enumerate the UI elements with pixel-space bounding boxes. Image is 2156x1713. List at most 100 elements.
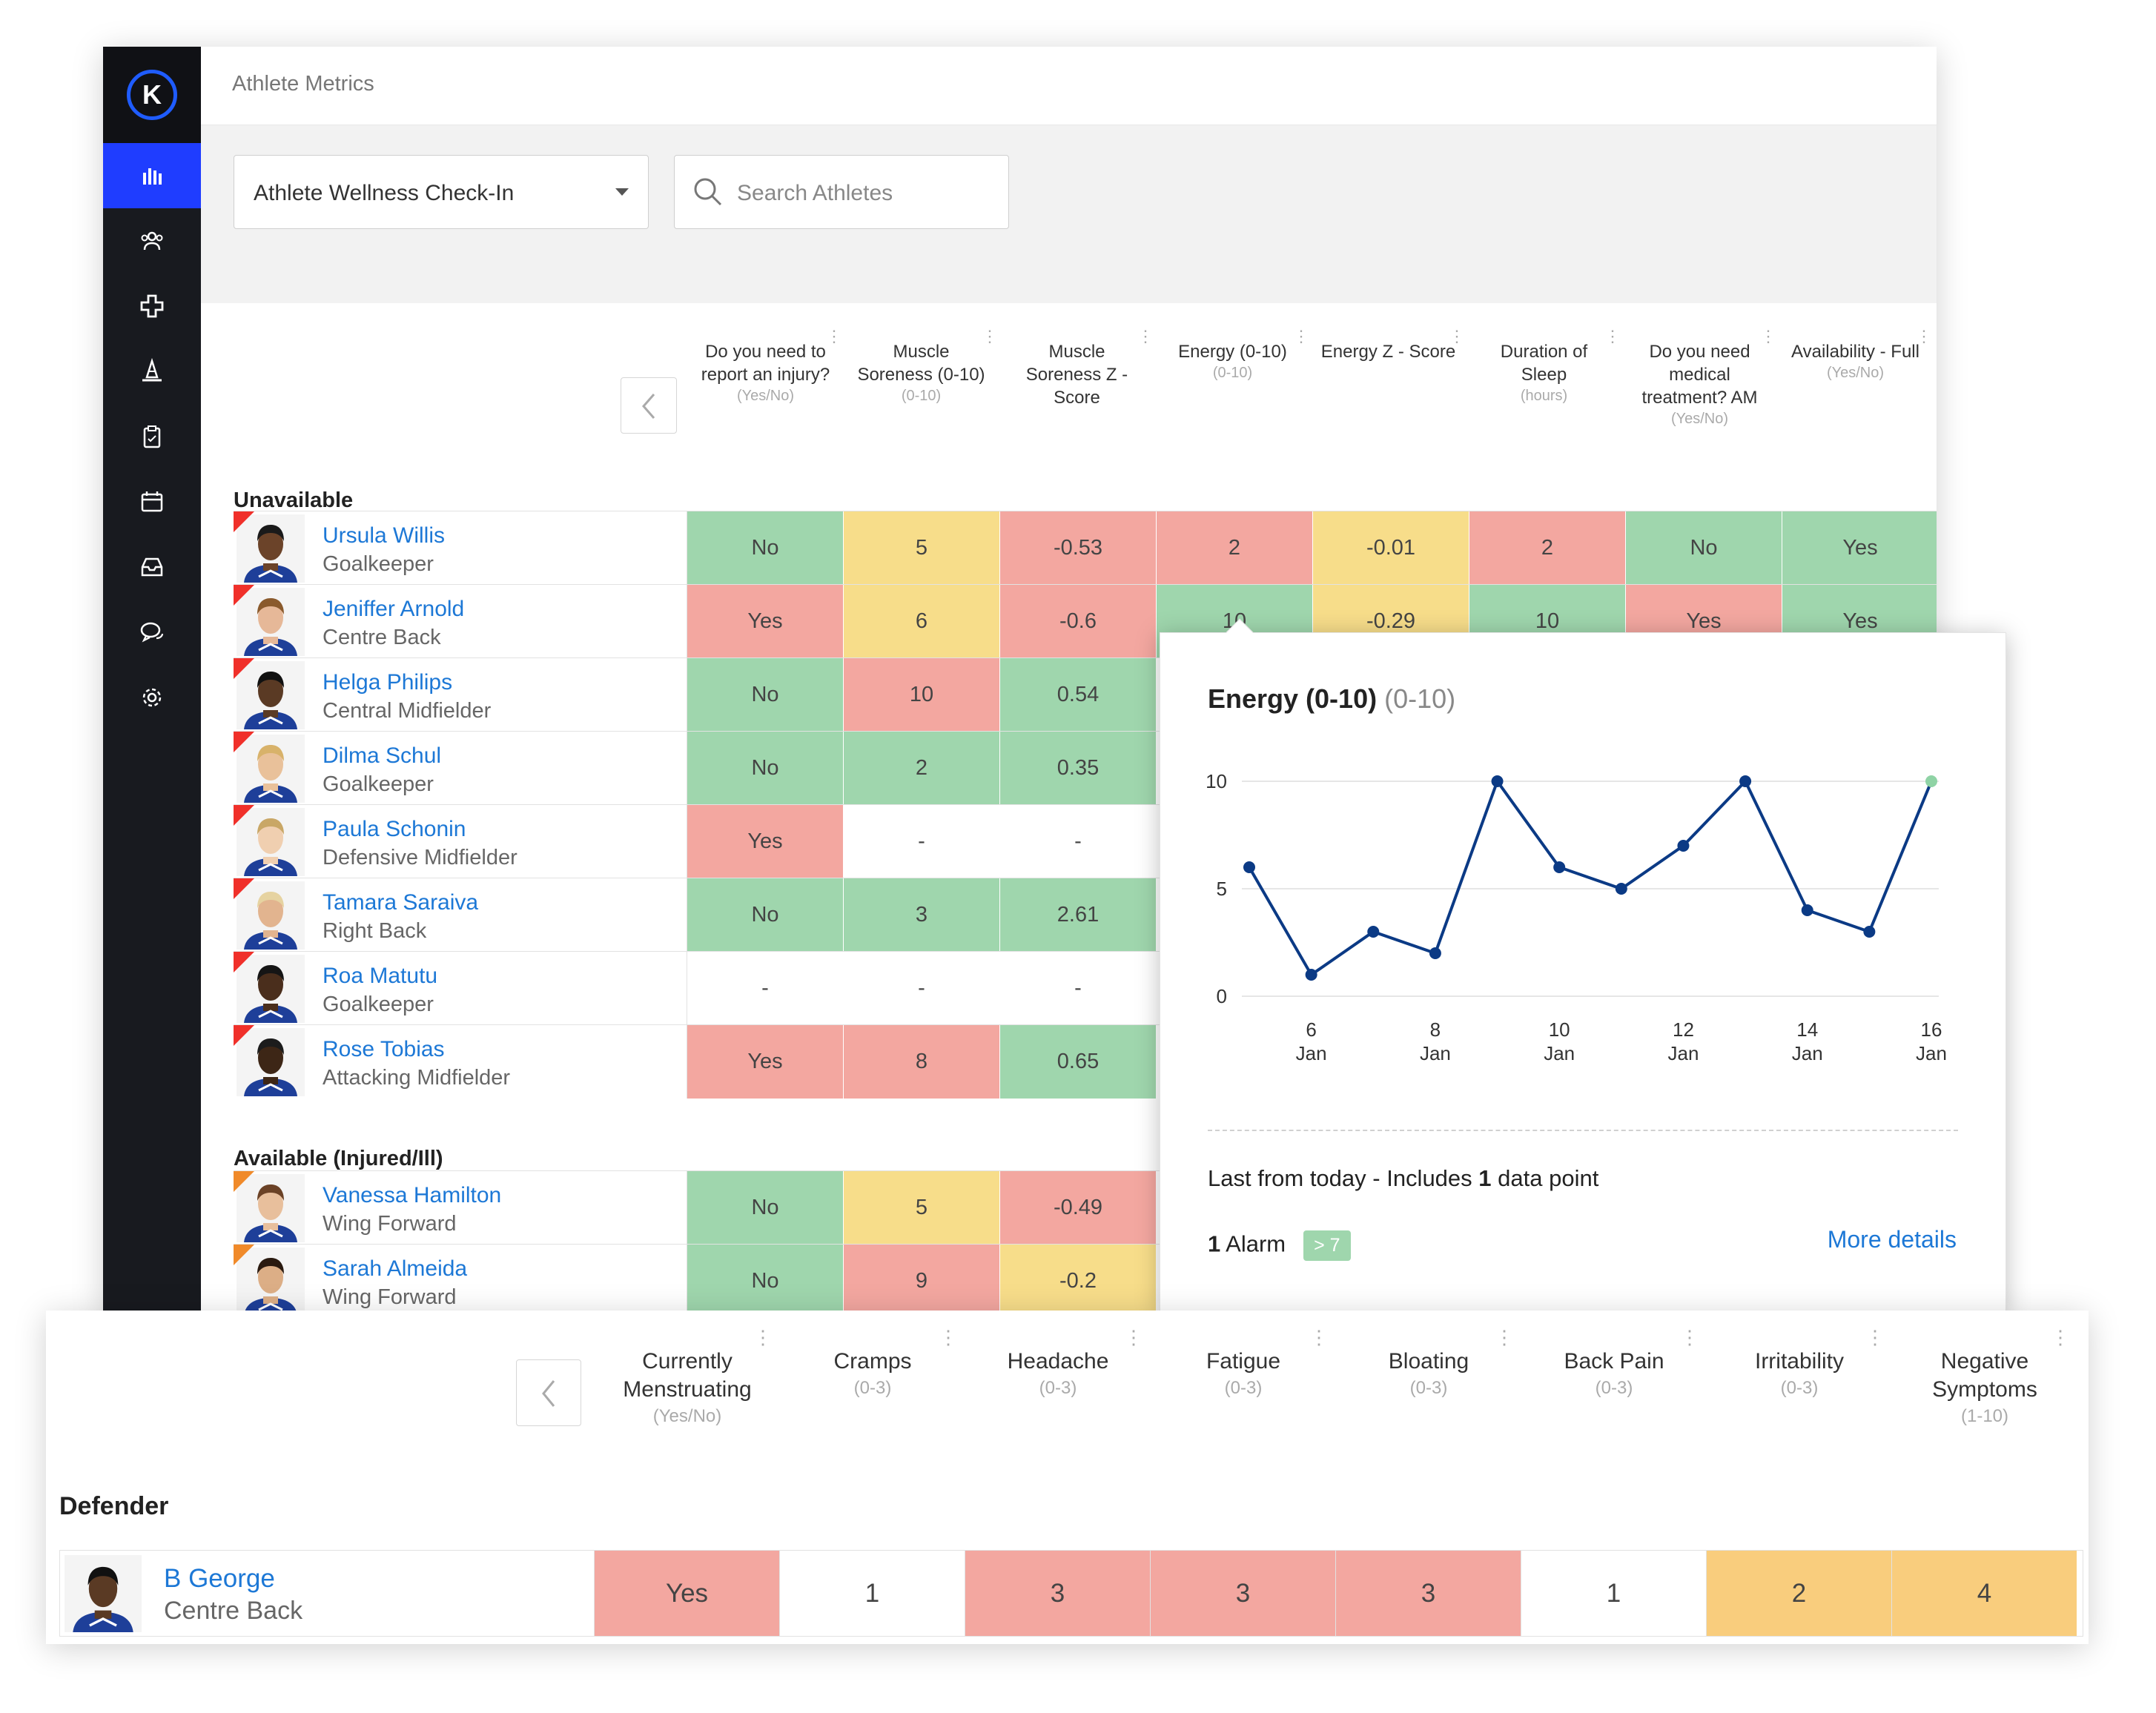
column-menu-icon[interactable]: ⋮ [826, 327, 842, 345]
metric-cell[interactable]: - [844, 952, 999, 1025]
data-point[interactable] [1429, 947, 1441, 959]
column-menu-icon[interactable]: ⋮ [1137, 327, 1154, 345]
table-row[interactable]: Helga Philips Central Midfielder No 10 0.54 [234, 657, 1937, 732]
metric-cell[interactable]: No [687, 1245, 843, 1316]
column-menu-icon[interactable]: ⋮ [1760, 327, 1776, 345]
metric-cell[interactable]: - [687, 952, 843, 1025]
table-row[interactable]: Dilma Schul Goalkeeper No 2 0.35 [234, 731, 1937, 805]
metric-cell[interactable]: 3 [1335, 1551, 1521, 1636]
metric-cell[interactable]: -0.01 [1313, 511, 1469, 585]
metric-cell[interactable]: 1 [779, 1551, 965, 1636]
athlete-name[interactable]: B George [164, 1564, 275, 1593]
column-header[interactable]: Availability - Full (Yes/No) ⋮ [1777, 328, 1934, 382]
column-header[interactable]: Muscle Soreness Z - Score ⋮ [999, 328, 1155, 409]
data-point[interactable] [1491, 775, 1504, 787]
metric-cell[interactable]: No [687, 658, 843, 732]
column-header[interactable]: Bloating (0-3) ⋮ [1336, 1328, 1521, 1401]
column-menu-icon[interactable]: ⋮ [1124, 1326, 1143, 1348]
athlete-name[interactable]: Paula Schonin [323, 817, 466, 841]
column-header[interactable]: Headache (0-3) ⋮ [965, 1328, 1151, 1401]
metric-cell[interactable]: -0.6 [1000, 585, 1156, 658]
sidebar-item-medical-cross[interactable] [103, 274, 201, 339]
sidebar-item-calendar[interactable] [103, 469, 201, 534]
column-menu-icon[interactable]: ⋮ [1495, 1326, 1514, 1348]
table-row[interactable]: Roa Matutu Goalkeeper - - - [234, 951, 1937, 1025]
more-details-link[interactable]: More details [1827, 1226, 1957, 1253]
athlete-cell[interactable]: Ursula Willis Goalkeeper [234, 511, 687, 585]
athlete-cell[interactable]: Roa Matutu Goalkeeper [234, 952, 687, 1025]
metric-cell[interactable]: No [687, 878, 843, 952]
metric-cell[interactable]: Yes [594, 1551, 779, 1636]
athlete-cell[interactable]: Vanessa Hamilton Wing Forward [234, 1171, 687, 1245]
metric-cell[interactable]: Yes [687, 585, 843, 658]
column-header[interactable]: Energy Z - Score ⋮ [1310, 328, 1466, 363]
metric-cell[interactable]: 0.35 [1000, 732, 1156, 805]
sidebar-item-people[interactable] [103, 208, 201, 274]
column-menu-icon[interactable]: ⋮ [753, 1326, 773, 1348]
athlete-name[interactable]: Jeniffer Arnold [323, 597, 465, 621]
column-menu-icon[interactable]: ⋮ [1865, 1326, 1885, 1348]
column-header[interactable]: Do you need to report an injury? (Yes/No)… [687, 328, 844, 405]
athlete-name[interactable]: Roa Matutu [323, 964, 438, 988]
metric-cell[interactable]: 8 [844, 1025, 999, 1099]
sidebar-item-chat[interactable] [103, 600, 201, 665]
athlete-cell[interactable]: Paula Schonin Defensive Midfielder [234, 805, 687, 878]
table-row[interactable]: Paula Schonin Defensive Midfielder Yes - - [234, 804, 1937, 878]
data-point[interactable] [1367, 926, 1380, 938]
column-menu-icon[interactable]: ⋮ [1916, 327, 1932, 345]
metric-cell[interactable]: 10 [844, 658, 999, 732]
metric-cell[interactable]: No [687, 732, 843, 805]
metric-cell[interactable]: 3 [844, 878, 999, 952]
data-point[interactable] [1677, 840, 1690, 852]
metric-cell[interactable]: 4 [1891, 1551, 2077, 1636]
metric-cell[interactable]: 2.61 [1000, 878, 1156, 952]
app-logo[interactable]: K [103, 47, 201, 143]
sidebar-item-clipboard[interactable] [103, 404, 201, 469]
column-menu-icon[interactable]: ⋮ [939, 1326, 958, 1348]
column-header[interactable]: Currently Menstruating (Yes/No) ⋮ [595, 1328, 780, 1429]
column-header[interactable]: Negative Symptoms (1-10) ⋮ [1892, 1328, 2077, 1429]
form-select[interactable]: Athlete Wellness Check-In [234, 155, 649, 229]
prev-columns-button[interactable] [621, 377, 677, 434]
column-menu-icon[interactable]: ⋮ [2051, 1326, 2070, 1348]
metric-cell[interactable]: 1 [1521, 1551, 1706, 1636]
table-row[interactable]: Ursula Willis Goalkeeper No 5 -0.53 2 -0.01 2 No… [234, 511, 1937, 585]
data-point[interactable] [1801, 904, 1813, 916]
column-menu-icon[interactable]: ⋮ [1604, 327, 1621, 345]
column-header[interactable]: Muscle Soreness (0-10) (0-10) ⋮ [843, 328, 999, 405]
sidebar-item-training-cone[interactable] [103, 339, 201, 404]
data-point[interactable] [1553, 861, 1566, 873]
data-point[interactable] [1615, 883, 1627, 895]
metric-cell[interactable]: 5 [844, 1171, 999, 1245]
athlete-name[interactable]: Tamara Saraiva [323, 890, 479, 915]
metric-cell[interactable]: 3 [965, 1551, 1150, 1636]
athlete-cell[interactable]: Rose Tobias Attacking Midfielder [234, 1025, 687, 1099]
column-header[interactable]: Energy (0-10) (0-10) ⋮ [1154, 328, 1311, 382]
metric-cell[interactable]: 2 [844, 732, 999, 805]
column-header[interactable]: Do you need medical treatment? AM (Yes/No… [1621, 328, 1778, 428]
column-header[interactable]: Duration of Sleep (hours) ⋮ [1466, 328, 1622, 405]
metric-cell[interactable]: - [844, 805, 999, 878]
data-point[interactable] [1863, 926, 1876, 938]
column-menu-icon[interactable]: ⋮ [982, 327, 998, 345]
athlete-name[interactable]: Ursula Willis [323, 523, 445, 548]
athlete-cell[interactable]: Sarah Almeida Wing Forward [234, 1245, 687, 1316]
column-menu-icon[interactable]: ⋮ [1680, 1326, 1699, 1348]
column-menu-icon[interactable]: ⋮ [1449, 327, 1465, 345]
metric-cell[interactable]: 2 [1157, 511, 1312, 585]
metric-cell[interactable]: No [687, 511, 843, 585]
athlete-name[interactable]: Sarah Almeida [323, 1256, 468, 1281]
metric-cell[interactable]: No [687, 1171, 843, 1245]
metric-cell[interactable]: - [1000, 805, 1156, 878]
data-point[interactable] [1925, 775, 1937, 787]
sidebar-item-settings-gear[interactable] [103, 665, 201, 730]
athlete-name[interactable]: Vanessa Hamilton [323, 1183, 502, 1207]
data-point[interactable] [1243, 861, 1255, 873]
metric-cell[interactable]: 6 [844, 585, 999, 658]
table-row[interactable]: Tamara Saraiva Right Back No 3 2.61 [234, 878, 1937, 952]
metric-cell[interactable]: 2 [1469, 511, 1625, 585]
sidebar-item-inbox[interactable] [103, 534, 201, 600]
table-row[interactable]: Rose Tobias Attacking Midfielder Yes 8 0.65 [234, 1024, 1937, 1099]
column-header[interactable]: Irritability (0-3) ⋮ [1707, 1328, 1892, 1401]
column-header[interactable]: Cramps (0-3) ⋮ [780, 1328, 965, 1401]
